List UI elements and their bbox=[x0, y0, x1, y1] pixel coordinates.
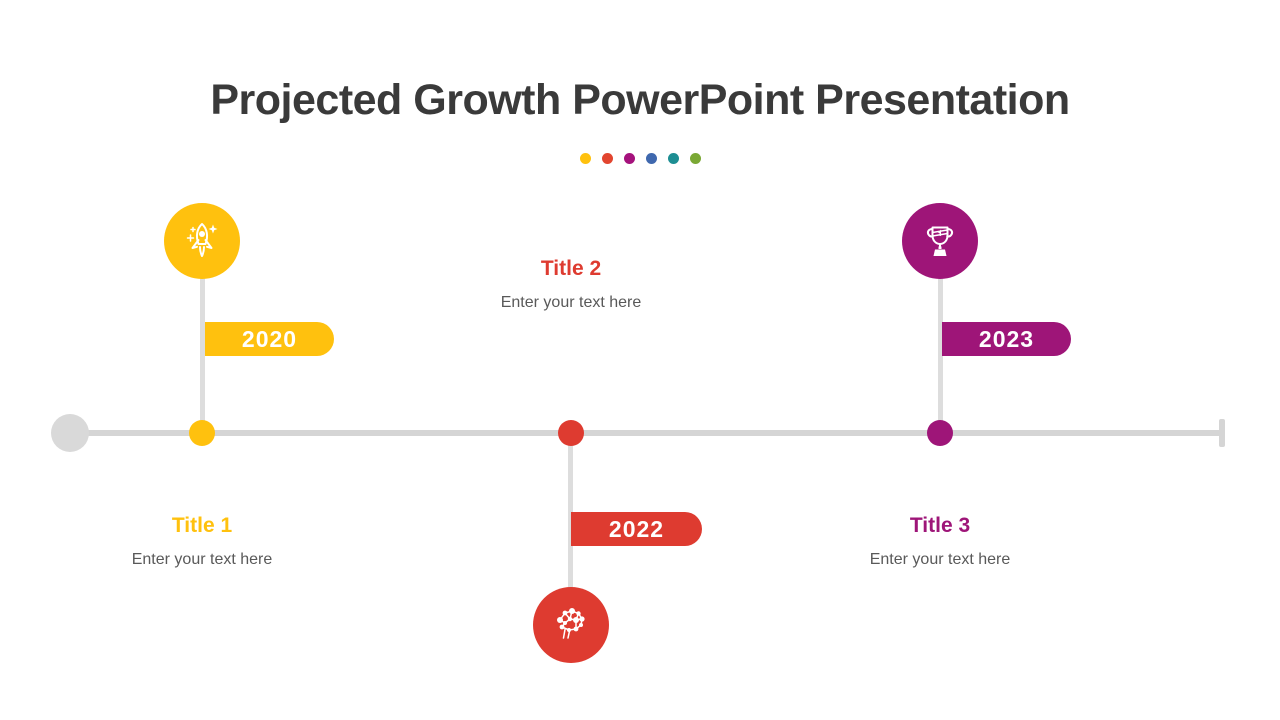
timeline-dot-2022 bbox=[558, 420, 584, 446]
timeline-end-cap bbox=[1219, 419, 1225, 447]
year-badge-2020: 2020 bbox=[205, 322, 334, 356]
trophy-icon bbox=[926, 226, 954, 256]
timeline-line bbox=[70, 430, 1222, 436]
divider-dot bbox=[645, 153, 657, 164]
year-badge-2022: 2022 bbox=[571, 512, 702, 546]
divider-dot bbox=[667, 153, 679, 164]
milestone-2023-icon-circle bbox=[902, 203, 978, 279]
connector-stem-2023 bbox=[938, 262, 943, 434]
milestone-2023-text: Title 3 Enter your text here bbox=[800, 514, 1080, 569]
divider-dot bbox=[623, 153, 635, 164]
rocket-icon bbox=[186, 223, 218, 257]
milestone-2020-text: Title 1 Enter your text here bbox=[62, 514, 342, 569]
milestone-2022-text: Title 2 Enter your text here bbox=[431, 257, 711, 312]
timeline-dot-2023 bbox=[927, 420, 953, 446]
divider-dot bbox=[601, 153, 613, 164]
milestone-description: Enter your text here bbox=[500, 294, 642, 311]
milestone-description: Enter your text here bbox=[869, 551, 1011, 568]
milestone-2022-icon-circle bbox=[533, 587, 609, 663]
divider-dots bbox=[0, 153, 1280, 164]
milestone-description: Enter your text here bbox=[131, 551, 273, 568]
slide-title: Projected Growth PowerPoint Presentation bbox=[210, 76, 1070, 124]
year-badge-2023: 2023 bbox=[942, 322, 1071, 356]
milestone-2020-icon-circle bbox=[164, 203, 240, 279]
milestone-title: Title 3 bbox=[909, 514, 971, 537]
brain-network-icon bbox=[557, 608, 585, 639]
timeline-start-circle bbox=[51, 414, 89, 452]
milestone-title: Title 2 bbox=[540, 257, 602, 280]
connector-stem-2020 bbox=[200, 262, 205, 434]
divider-dot bbox=[689, 153, 701, 164]
milestone-title: Title 1 bbox=[171, 514, 233, 537]
connector-stem-2022 bbox=[568, 434, 573, 592]
divider-dot bbox=[579, 153, 591, 164]
timeline-dot-2020 bbox=[189, 420, 215, 446]
